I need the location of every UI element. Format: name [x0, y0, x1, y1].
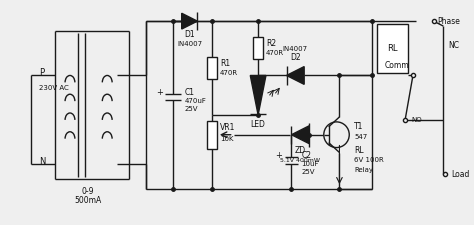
- Text: 5.1V 400mW: 5.1V 400mW: [280, 158, 320, 163]
- Text: NO: NO: [411, 117, 421, 123]
- Text: IN4007: IN4007: [283, 46, 308, 52]
- Text: T1: T1: [354, 122, 364, 131]
- Text: 547: 547: [354, 134, 367, 140]
- Text: P: P: [38, 68, 44, 77]
- Text: IN4007: IN4007: [177, 41, 202, 47]
- Text: VR1: VR1: [220, 123, 235, 132]
- Text: LED: LED: [251, 120, 265, 129]
- Text: 6V 100R: 6V 100R: [354, 158, 384, 163]
- Text: +: +: [275, 151, 282, 160]
- Text: D1: D1: [184, 30, 195, 39]
- Text: 470R: 470R: [266, 50, 284, 56]
- Polygon shape: [287, 67, 304, 84]
- Text: 230V AC: 230V AC: [38, 85, 68, 91]
- Text: Phase: Phase: [438, 17, 460, 26]
- Text: 25V: 25V: [185, 106, 198, 112]
- Text: 470uF: 470uF: [185, 98, 207, 104]
- Text: RL: RL: [387, 44, 398, 53]
- Text: R2: R2: [266, 39, 276, 48]
- Text: N: N: [38, 157, 45, 166]
- Polygon shape: [292, 126, 309, 144]
- Text: ZD: ZD: [295, 146, 306, 155]
- Text: Load: Load: [451, 170, 470, 179]
- Text: +: +: [156, 88, 163, 97]
- Text: 500mA: 500mA: [74, 196, 101, 205]
- Text: 0-9: 0-9: [82, 187, 94, 196]
- Text: NC: NC: [448, 41, 459, 50]
- Bar: [207, 57, 217, 79]
- Text: D2: D2: [290, 53, 301, 62]
- Text: C2: C2: [301, 151, 311, 160]
- Text: C1: C1: [185, 88, 195, 97]
- Text: 470R: 470R: [220, 70, 238, 76]
- Polygon shape: [182, 13, 197, 29]
- Text: Relay: Relay: [354, 167, 373, 173]
- Bar: [207, 121, 217, 148]
- Text: 10uF: 10uF: [301, 161, 319, 167]
- Text: 25V: 25V: [301, 169, 315, 175]
- Bar: [253, 37, 263, 59]
- Polygon shape: [250, 75, 266, 115]
- Text: Comm: Comm: [384, 61, 409, 70]
- Text: R1: R1: [220, 59, 230, 68]
- Text: RL: RL: [354, 146, 364, 155]
- Bar: [377, 24, 408, 72]
- Text: 10K: 10K: [220, 136, 233, 142]
